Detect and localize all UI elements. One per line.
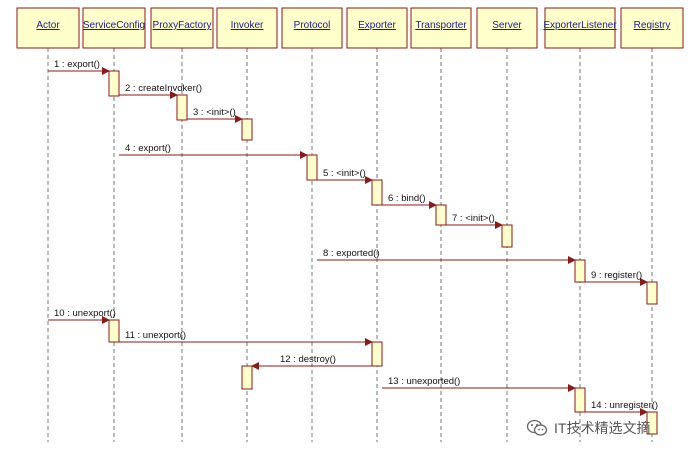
activation-bar (108, 319, 120, 343)
message-8: 8 : exported() (317, 248, 576, 264)
message-label: 12 : destroy() (280, 354, 336, 365)
participant-proxyfactory: ProxyFactory (150, 7, 214, 49)
activation-bar (176, 94, 188, 121)
message-label: 1 : export() (54, 59, 100, 70)
participant-box (82, 7, 146, 49)
activation-bar (371, 179, 383, 206)
participant-box (544, 7, 616, 49)
message-7: 7 : <init>() (446, 213, 503, 229)
message-label: 5 : <init>() (323, 168, 366, 179)
message-14: 14 : unregister() (585, 400, 658, 416)
participant-box (476, 7, 538, 49)
participant-label: ProxyFactory (153, 20, 212, 31)
participant-box (150, 7, 214, 49)
message-1: 1 : export() (48, 59, 110, 75)
participant-actor: Actor (16, 7, 80, 49)
message-3: 3 : <init>() (187, 107, 243, 123)
message-label: 10 : unexport() (54, 308, 116, 319)
activations-layer (108, 70, 658, 435)
message-label: 14 : unregister() (591, 400, 658, 411)
wechat-icon (526, 419, 548, 436)
message-9: 9 : register() (585, 270, 648, 286)
lifelines-layer (47, 48, 653, 442)
participant-label: Actor (36, 20, 60, 31)
message-label: 13 : unexported() (388, 376, 460, 387)
message-12: 12 : destroy() (251, 354, 372, 370)
participant-label: Registry (634, 20, 671, 31)
participant-box (281, 7, 343, 49)
activation-bar (108, 70, 120, 97)
message-label: 2 : createInvoker() (125, 83, 202, 94)
participant-transporter: Transporter (410, 7, 472, 49)
participant-label: Invoker (231, 20, 264, 31)
activation-bar (646, 281, 658, 305)
message-5: 5 : <init>() (317, 168, 373, 184)
message-label: 9 : register() (591, 270, 642, 281)
message-label: 6 : bind() (388, 193, 426, 204)
participant-label: ExporterListener (543, 20, 617, 31)
participant-protocol: Protocol (281, 7, 343, 49)
activation-bar (501, 224, 513, 248)
participant-label: Protocol (294, 20, 331, 31)
activation-bar (574, 259, 586, 283)
participant-label: Transporter (415, 20, 467, 31)
participant-box (216, 7, 278, 49)
participant-box (16, 7, 80, 49)
message-10: 10 : unexport() (48, 308, 116, 324)
message-6: 6 : bind() (382, 193, 437, 209)
participant-box (620, 7, 684, 49)
participant-exporter: Exporter (346, 7, 408, 49)
activation-bar (435, 204, 447, 226)
activation-bar (646, 411, 658, 435)
message-label: 3 : <init>() (193, 107, 236, 118)
participant-label: Server (492, 20, 522, 31)
activation-bar (574, 387, 586, 413)
messages-layer: 1 : export() 2 : createInvoker() 3 : <init… (48, 59, 658, 416)
participant-box (410, 7, 472, 49)
participant-label: ServiceConfig (83, 20, 145, 31)
participant-server: Server (476, 7, 538, 49)
message-2: 2 : createInvoker() (119, 83, 202, 99)
message-label: 7 : <init>() (452, 213, 495, 224)
watermark-text: IT技术精选文摘 (554, 420, 651, 436)
activation-bar (306, 154, 318, 181)
message-11: 11 : unexport() (119, 330, 373, 346)
message-label: 11 : unexport() (125, 330, 186, 341)
message-label: 8 : exported() (323, 248, 380, 259)
participant-box (346, 7, 408, 49)
participant-registry: Registry (620, 7, 684, 49)
message-4: 4 : export() (119, 143, 308, 159)
participants-layer: Actor ServiceConfig ProxyFactory Invoker Pro… (16, 7, 684, 49)
participant-serviceconfig: ServiceConfig (82, 7, 146, 49)
activation-bar (241, 365, 253, 390)
activation-bar (241, 118, 253, 141)
watermark: IT技术精选文摘 (526, 416, 650, 440)
participant-exporterlistener: ExporterListener (543, 7, 617, 49)
activation-bar (371, 341, 383, 367)
participant-label: Exporter (358, 20, 396, 31)
message-label: 4 : export() (125, 143, 171, 154)
participant-invoker: Invoker (216, 7, 278, 49)
message-13: 13 : unexported() (382, 376, 576, 392)
